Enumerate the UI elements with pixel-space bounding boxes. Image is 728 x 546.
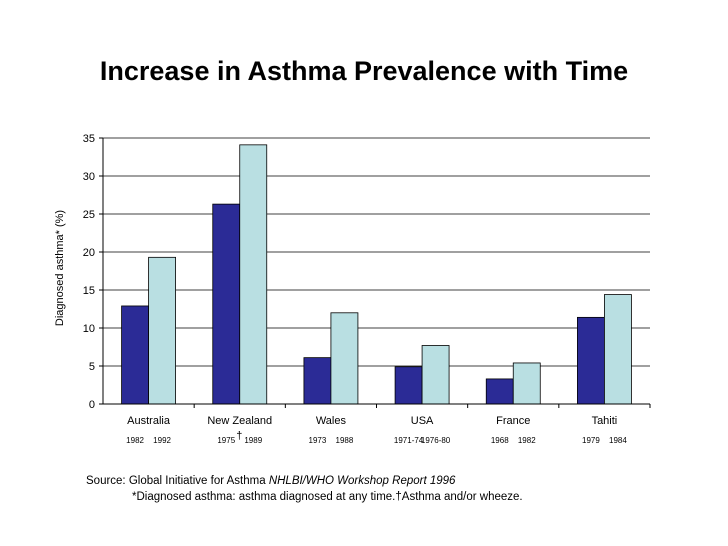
source-note: Source: Global Initiative for Asthma NHL…	[86, 473, 523, 505]
y-tick-label: 25	[83, 209, 95, 221]
period-label: 1976-80	[421, 436, 451, 445]
x-category-label: New Zealand	[207, 415, 272, 427]
x-axis-categories: Australia New Zealand Wales USA France Tahiti	[127, 415, 617, 427]
period-label: 1988	[336, 436, 354, 445]
footnote-dagger: Asthma and/or wheeze.	[401, 491, 523, 503]
bar-1	[121, 305, 149, 405]
source-prefix: Source: Global Initiative for Asthma	[86, 475, 269, 487]
dagger-symbol: †	[395, 491, 402, 503]
y-axis-ticks: 0 5 10 15 20 25 30 35	[83, 133, 103, 411]
x-category-label: Australia	[127, 415, 171, 427]
x-category-label: USA	[411, 415, 434, 427]
bar-2	[604, 294, 632, 405]
bars	[121, 144, 632, 405]
period-label: 1982	[518, 436, 536, 445]
x-category-label: Tahiti	[592, 415, 618, 427]
bar-2	[330, 312, 359, 405]
period-label: 1979	[582, 436, 600, 445]
period-label: 1984	[609, 436, 627, 445]
footnote: *Diagnosed asthma: asthma diagnosed at a…	[86, 489, 523, 505]
footnote-asterisk: *Diagnosed asthma: asthma diagnosed at a…	[132, 491, 396, 503]
y-axis-label: Diagnosed asthma* (%)	[54, 210, 66, 326]
bar-1	[577, 316, 605, 405]
period-label: 1971-74	[394, 436, 424, 445]
y-tick-label: 5	[89, 361, 95, 373]
y-tick-label: 15	[83, 285, 95, 297]
bar-2	[148, 256, 176, 405]
chart-title: Increase in Asthma Prevalence with Time	[99, 56, 629, 86]
bar-2	[421, 345, 450, 405]
period-label: 1992	[153, 436, 171, 445]
bar-1	[485, 378, 514, 405]
period-label: 1973	[309, 436, 327, 445]
bar-1	[212, 203, 241, 405]
period-label: 1968	[491, 436, 509, 445]
y-tick-label: 0	[89, 399, 95, 411]
y-tick-label: 20	[83, 247, 95, 259]
bar-1	[394, 366, 423, 405]
bar-2	[512, 362, 541, 405]
gridlines	[103, 137, 650, 367]
y-tick-label: 10	[83, 323, 95, 335]
y-tick-label: 35	[83, 133, 95, 145]
x-category-label: Wales	[316, 415, 347, 427]
axes	[102, 138, 651, 408]
bar-1	[303, 357, 332, 405]
dagger-mark: †	[236, 430, 242, 442]
x-category-label: France	[496, 415, 530, 427]
source-report: NHLBI/WHO Workshop Report 1996	[268, 475, 456, 487]
y-tick-label: 30	[83, 171, 95, 183]
period-label: 1975	[217, 436, 235, 445]
period-label: 1989	[244, 436, 262, 445]
period-label: 1982	[126, 436, 144, 445]
bar-2	[239, 144, 268, 405]
